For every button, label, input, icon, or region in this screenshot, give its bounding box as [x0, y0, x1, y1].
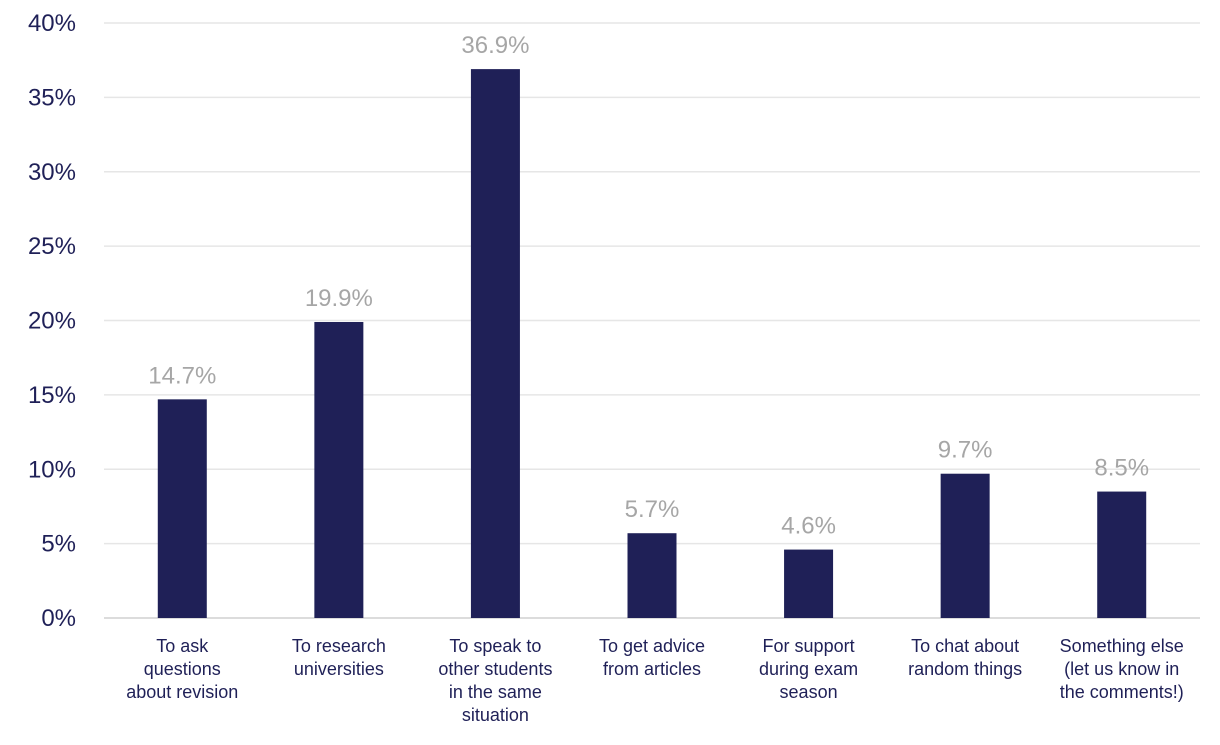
y-tick-label: 10%	[28, 456, 76, 483]
y-tick-label: 40%	[28, 10, 76, 37]
data-label: 9.7%	[938, 437, 993, 464]
y-tick-label: 0%	[41, 605, 76, 632]
bar	[1097, 491, 1147, 618]
data-label: 5.7%	[625, 496, 680, 523]
y-tick-label: 20%	[28, 308, 76, 335]
data-label: 19.9%	[305, 285, 373, 312]
data-label: 8.5%	[1094, 455, 1149, 482]
data-label: 14.7%	[148, 362, 216, 389]
bar	[314, 321, 364, 618]
x-tick-label: To research universities	[292, 636, 386, 679]
bars	[157, 69, 1147, 619]
x-tick-label: To ask questions about revision	[126, 636, 238, 702]
y-tick-label: 5%	[41, 531, 76, 558]
bar	[157, 399, 207, 618]
bar	[470, 69, 520, 619]
y-tick-label: 30%	[28, 159, 76, 186]
y-tick-label: 25%	[28, 233, 76, 260]
x-tick-label: To chat about random things	[908, 636, 1022, 679]
y-tick-label: 15%	[28, 382, 76, 409]
bar	[784, 549, 834, 618]
data-label: 4.6%	[781, 513, 836, 540]
x-tick-label: Something else (let us know in the comment…	[1060, 636, 1184, 702]
y-axis-ticks: 0% 5% 10% 15% 20% 25% 30% 35% 40%	[28, 10, 76, 632]
x-tick-label: To get advice from articles	[599, 636, 705, 679]
x-tick-label: To speak to other students in the same situ…	[438, 636, 552, 725]
gridlines	[104, 22, 1200, 619]
x-axis-ticks: To ask questions about revision To research…	[126, 636, 1184, 725]
x-tick-label: For support during exam season	[759, 636, 858, 702]
bar	[627, 533, 677, 618]
bar	[940, 473, 990, 618]
data-labels: 14.7% 19.9% 36.9% 5.7% 4.6% 9.7% 8.5%	[148, 32, 1149, 539]
y-tick-label: 35%	[28, 84, 76, 111]
data-label: 36.9%	[461, 32, 529, 59]
